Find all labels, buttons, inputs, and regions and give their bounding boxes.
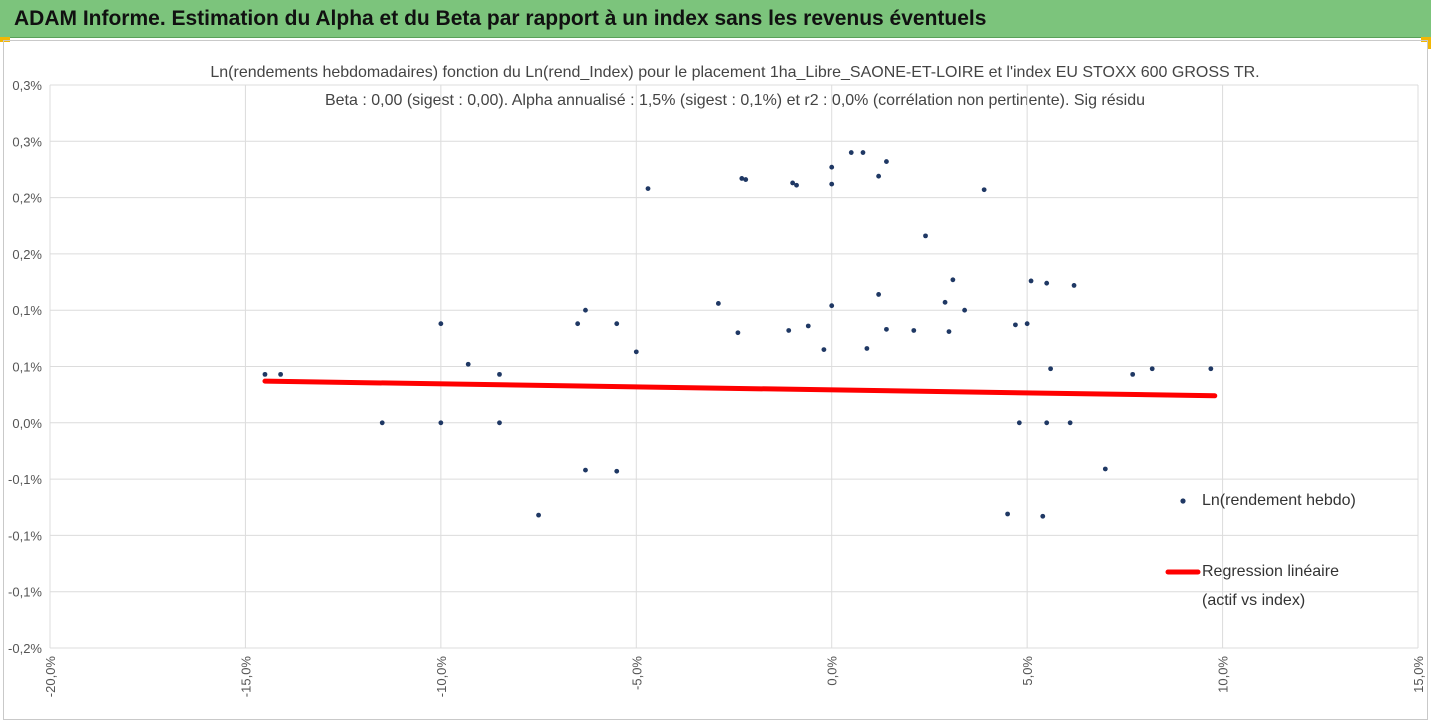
data-point xyxy=(1040,513,1046,519)
legend-line-label-2: (actif vs index) xyxy=(1202,592,1306,609)
data-point xyxy=(633,349,639,355)
corner-accent-right xyxy=(1421,37,1431,42)
data-point xyxy=(465,361,471,367)
data-point xyxy=(950,277,956,283)
x-tick-label: -15,0% xyxy=(238,656,253,698)
data-point xyxy=(536,512,541,518)
data-point xyxy=(1028,278,1034,284)
data-point xyxy=(645,186,651,191)
data-point xyxy=(614,321,620,327)
x-tick-label: -5,0% xyxy=(629,656,644,690)
data-point xyxy=(1013,322,1018,328)
data-point xyxy=(911,328,917,333)
x-tick-label: 0,0% xyxy=(825,656,840,686)
data-point xyxy=(575,321,581,327)
data-point xyxy=(583,467,588,473)
data-point xyxy=(743,177,749,182)
legend-scatter-label: Ln(rendement hebdo) xyxy=(1202,492,1356,509)
data-point xyxy=(379,420,385,426)
corner-accent-right-vertical xyxy=(1428,37,1431,49)
data-point xyxy=(739,176,745,181)
data-point xyxy=(1044,420,1050,426)
x-tick-label: 5,0% xyxy=(1020,656,1035,686)
data-point xyxy=(942,299,948,305)
data-point xyxy=(876,292,882,297)
y-tick-label: -0,1% xyxy=(8,472,42,487)
y-tick-label: 0,2% xyxy=(12,247,42,262)
data-point xyxy=(497,371,502,377)
data-point xyxy=(438,321,444,327)
data-point xyxy=(1044,280,1050,286)
data-point xyxy=(848,150,854,155)
x-tick-label: -10,0% xyxy=(434,656,449,698)
data-point xyxy=(262,371,268,377)
data-point xyxy=(497,420,502,426)
report-title: ADAM Informe. Estimation du Alpha et du … xyxy=(14,7,987,30)
y-tick-label: -0,2% xyxy=(8,641,42,656)
corner-accent-left xyxy=(0,37,10,42)
y-tick-label: 0,3% xyxy=(12,134,42,149)
data-point xyxy=(821,347,827,353)
data-point xyxy=(790,180,796,186)
data-point xyxy=(1149,366,1155,372)
data-point xyxy=(1208,366,1214,372)
legend-scatter-marker xyxy=(1180,498,1186,504)
chart-area xyxy=(3,40,1428,720)
data-point xyxy=(1048,366,1053,372)
data-point xyxy=(1130,371,1136,377)
data-point xyxy=(923,233,928,239)
data-point xyxy=(829,303,835,309)
data-point xyxy=(884,326,889,332)
data-point xyxy=(1024,321,1030,327)
data-point xyxy=(884,159,889,164)
data-point xyxy=(1005,511,1010,517)
y-tick-label: -0,1% xyxy=(8,528,42,543)
chart-subtitle: Beta : 0,00 (sigest : 0,00). Alpha annua… xyxy=(324,92,1145,109)
data-point xyxy=(614,468,620,474)
data-point xyxy=(794,182,799,188)
data-point xyxy=(583,307,588,313)
y-tick-label: -0,1% xyxy=(8,585,42,600)
data-point xyxy=(829,181,835,187)
legend-line-label: Regression linéaire xyxy=(1202,563,1339,580)
y-tick-label: 0,1% xyxy=(12,303,42,318)
y-tick-label: 0,2% xyxy=(12,191,42,206)
regression-line xyxy=(262,378,1218,399)
data-point xyxy=(829,164,835,170)
y-tick-label: 0,1% xyxy=(12,360,42,375)
data-point xyxy=(715,301,721,306)
data-point xyxy=(864,346,870,351)
data-point xyxy=(962,307,968,313)
x-tick-label: 10,0% xyxy=(1216,656,1231,693)
data-point xyxy=(876,173,882,179)
data-point xyxy=(786,328,792,333)
y-tick-label: 0,0% xyxy=(12,416,42,431)
data-point xyxy=(438,420,444,426)
x-tick-label: -20,0% xyxy=(43,656,58,698)
data-point xyxy=(1016,420,1022,426)
chart-title: Ln(rendements hebdomadaires) fonction du… xyxy=(210,64,1260,81)
y-tick-label: 0,3% xyxy=(12,78,42,93)
data-point xyxy=(860,150,866,155)
x-tick-label: 15,0% xyxy=(1411,656,1426,693)
data-point xyxy=(946,329,952,334)
data-point xyxy=(1102,466,1108,472)
report-header: ADAM Informe. Estimation du Alpha et du … xyxy=(0,0,1431,38)
data-point xyxy=(735,330,741,336)
data-point xyxy=(278,371,284,377)
data-point xyxy=(1067,420,1073,426)
data-point xyxy=(805,323,811,329)
data-point xyxy=(1071,283,1077,288)
data-point xyxy=(981,187,987,193)
